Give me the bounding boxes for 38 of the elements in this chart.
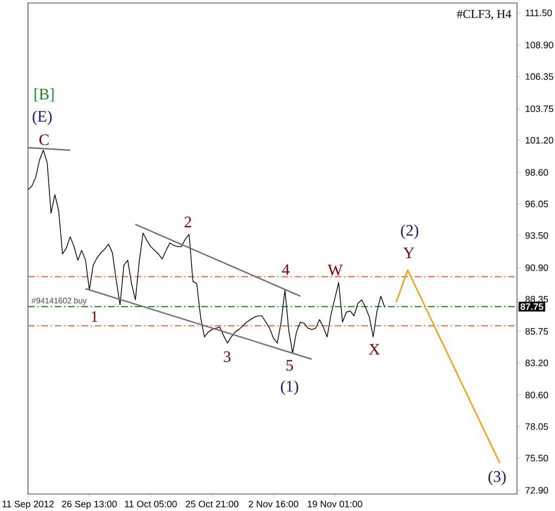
x-tick-label: 11 Oct 05:00 [125,500,177,508]
annotation: 1 [92,311,98,322]
y-tick-label: 111.50 [526,10,552,16]
x-tick-label: 11 Sep 2012 [2,500,54,510]
annotation: C [39,134,49,146]
annotation: W [328,264,343,276]
y-tick-label: 75.50 [526,454,548,462]
x-tick-label: 26 Sep 13:00 [62,500,117,510]
y-tick-label: 93.50 [525,232,548,239]
y-tick-label: 108.90 [526,42,554,48]
annotation: X [368,344,380,355]
annotation: 2 [184,216,192,228]
x-tick-label: 2 Nov 16:00 [248,500,298,508]
annotation: (1) [280,380,298,395]
annotation: [B] [34,88,54,102]
y-tick-label: 106.35 [526,73,554,80]
ref-line-label: #94141602 buy [32,298,87,306]
x-tick-label: 25 Oct 21:00 [186,500,238,508]
chart-title: #CLF3, H4 [456,10,512,20]
y-tick-label: 96.05 [525,200,548,208]
annotation: (E) [32,110,52,126]
annotation: 4 [282,264,290,275]
annotation: (2) [401,224,418,240]
y-tick-label: 72.90 [526,487,548,494]
annotation: 5 [286,360,293,371]
annotation: Y [403,248,414,258]
annotation: 3 [224,351,230,362]
annotation: (3) [488,470,506,486]
y-tick-label: 80.60 [525,392,548,398]
y-tick-label: 85.75 [525,328,548,335]
y-tick-label: 101.20 [526,136,554,144]
y-tick-label: 103.75 [526,105,554,112]
x-tick-label: 19 Nov 01:00 [308,500,362,508]
y-tick-label: 83.20 [525,360,548,366]
annotation: 87.75 [520,303,544,310]
y-tick-label: 90.90 [525,264,548,271]
y-tick-label: 98.60 [525,169,548,176]
y-tick-label: 78.05 [526,423,548,430]
